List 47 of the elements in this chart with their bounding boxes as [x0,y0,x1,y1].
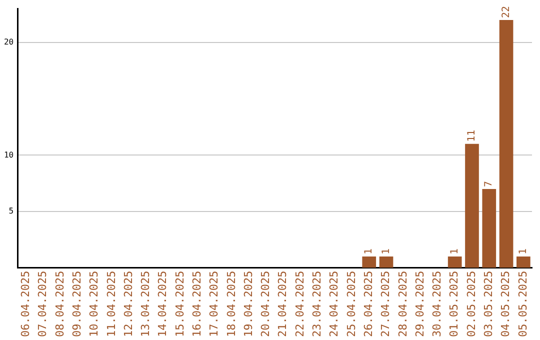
x-tick-label: 02.05.2025 [464,270,478,338]
data-label: 1 [364,248,375,255]
data-label: 22 [500,6,512,18]
x-tick-label: 19.04.2025 [242,270,255,338]
x-tick-label: 16.04.2025 [190,270,204,338]
x-tick-label: 29.04.2025 [413,270,426,338]
x-tick-label: 23.04.2025 [310,270,324,338]
x-tick-label: 28.04.2025 [396,270,410,338]
bar [465,144,479,268]
bar [482,188,496,268]
x-tick-label: 14.04.2025 [156,270,170,338]
x-tick-label: 21.04.2025 [276,270,290,338]
y-tick-label: 10 [4,150,14,160]
bar [448,256,462,268]
x-tick-label: 15.04.2025 [173,270,186,338]
x-tick-label: 11.04.2025 [104,270,118,338]
x-tick-label: 05.05.2025 [516,270,530,338]
data-label: 1 [449,248,460,255]
x-tick-label: 12.04.2025 [122,270,135,338]
x-tick-label: 25.04.2025 [344,270,358,338]
x-tick-label: 17.04.2025 [208,270,221,338]
bar [499,20,514,268]
data-label: 11 [466,130,478,142]
x-tick-label: 03.05.2025 [482,270,495,338]
data-label: 7 [484,180,495,187]
x-tick-label: 22.04.2025 [293,270,306,338]
x-tick-label: 01.05.2025 [448,270,461,338]
x-tick-label: 30.04.2025 [430,270,444,338]
x-tick-label: 04.05.2025 [499,270,512,338]
bar [362,256,376,268]
y-tick-label: 20 [4,38,14,47]
x-tick-label: 06.04.2025 [19,270,32,338]
x-tick-label: 08.04.2025 [53,270,66,338]
bar [516,256,530,268]
bar [379,256,394,268]
x-tick-label: 27.04.2025 [379,270,392,338]
x-tick-label: 10.04.2025 [88,270,101,338]
x-tick-label: 07.04.2025 [36,270,50,338]
x-tick-label: 18.04.2025 [224,270,238,338]
x-tick-label: 13.04.2025 [139,270,152,338]
data-label: 1 [380,248,392,255]
x-tick-label: 24.04.2025 [328,270,341,338]
x-tick-label: 26.04.2025 [362,270,375,338]
y-tick-label: 5 [8,206,14,216]
data-label: 1 [518,248,530,255]
x-tick-label: 20.04.2025 [259,270,272,338]
x-tick-label: 09.04.2025 [70,270,84,338]
